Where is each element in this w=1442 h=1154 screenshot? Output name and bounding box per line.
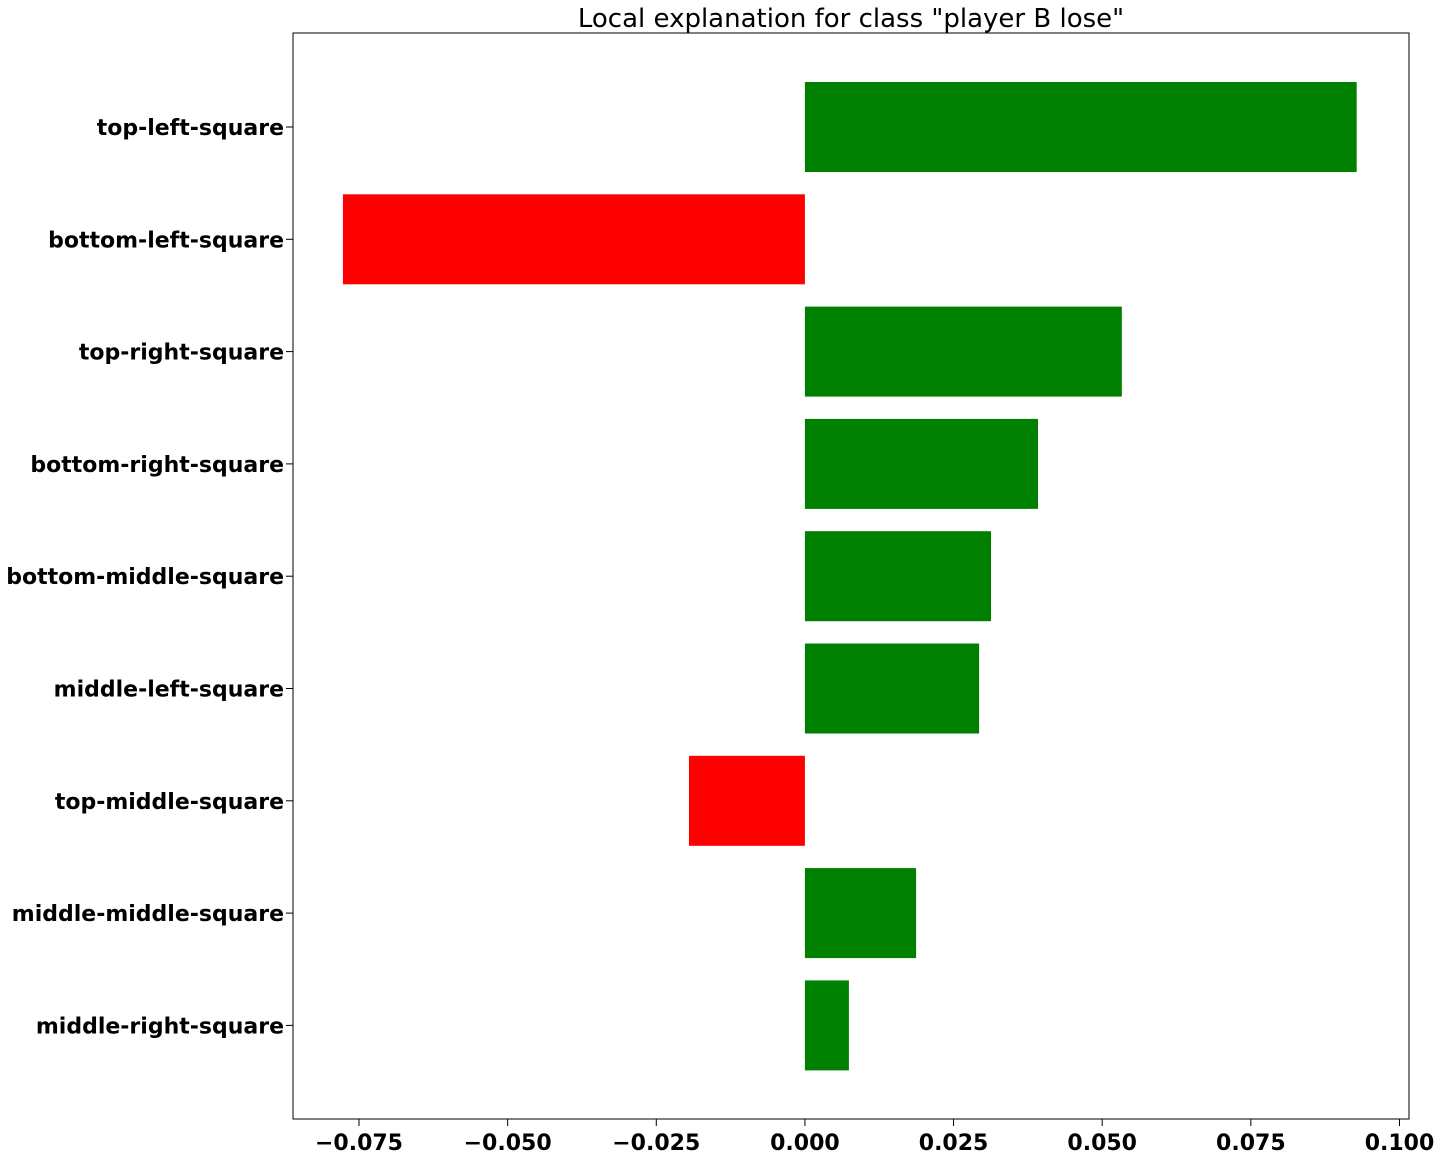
- y-tick-label: top-middle-square: [55, 790, 284, 815]
- x-tick-label: 0.000: [770, 1131, 840, 1154]
- y-tick-label: top-left-square: [97, 116, 284, 141]
- y-axis: top-left-square bottom-left-square top-rig…: [6, 116, 293, 1039]
- bar-bottom-right-square: [804, 418, 1038, 509]
- bar-top-right-square: [804, 306, 1122, 397]
- x-tick-label: 0.025: [919, 1131, 989, 1154]
- bar-top-left-square: [804, 82, 1357, 172]
- y-tick-label: middle-left-square: [54, 678, 284, 703]
- x-axis: −0.075 −0.050 −0.025 0.000 0.025 0.050 0.075 0.…: [315, 1119, 1434, 1154]
- x-tick-label: −0.025: [612, 1131, 700, 1154]
- y-tick-label: middle-right-square: [36, 1014, 284, 1039]
- bar-middle-right-square: [804, 980, 849, 1071]
- x-tick-label: −0.075: [315, 1131, 403, 1154]
- bar-bottom-middle-square: [804, 531, 992, 622]
- y-tick-label: top-right-square: [79, 341, 284, 366]
- x-tick-label: 0.100: [1365, 1131, 1435, 1154]
- y-tick-label: middle-middle-square: [12, 902, 284, 927]
- chart-title: Local explanation for class "player B lo…: [578, 4, 1124, 34]
- x-tick-label: −0.050: [464, 1131, 552, 1154]
- y-tick-label: bottom-middle-square: [6, 565, 284, 590]
- bar-top-middle-square: [688, 755, 805, 846]
- bar-bottom-left-square: [342, 194, 805, 285]
- x-tick-label: 0.050: [1067, 1131, 1137, 1154]
- bars-group: [342, 82, 1357, 1071]
- x-tick-label: 0.075: [1216, 1131, 1286, 1154]
- y-tick-label: bottom-right-square: [30, 453, 284, 478]
- y-tick-label: bottom-left-square: [48, 228, 284, 253]
- bar-middle-left-square: [804, 643, 980, 734]
- bar-middle-middle-square: [804, 868, 917, 959]
